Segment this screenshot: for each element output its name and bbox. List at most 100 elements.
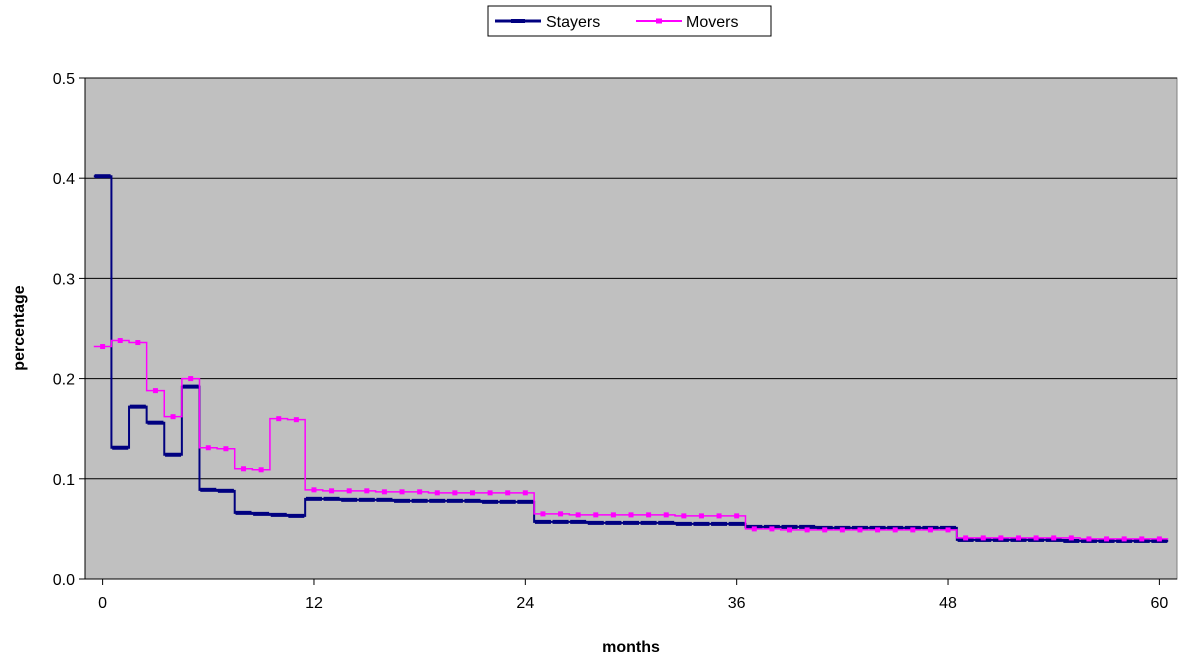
data-point-movers-16 [381,489,387,495]
data-point-movers-38 [769,526,775,532]
series-movers [93,338,1169,542]
data-point-movers-51 [998,535,1004,541]
data-point-stayers-19 [429,498,446,503]
data-point-movers-25 [540,511,546,517]
y-tick-label-1: 0.1 [53,472,75,489]
data-point-movers-10 [276,416,282,422]
y-axis-ticks: 0.0 0.1 0.2 0.3 0.4 0.5 [53,71,85,589]
data-point-movers-1 [117,338,123,344]
axes [84,78,1177,580]
data-point-movers-32 [663,512,669,518]
data-point-stayers-11 [288,513,305,518]
data-point-stayers-5 [182,384,199,389]
x-tick-label-1: 12 [305,595,323,612]
data-point-movers-30 [628,512,634,518]
data-point-stayers-8 [235,510,252,515]
data-point-movers-19 [434,490,440,496]
data-point-movers-3 [152,388,158,394]
legend: Stayers Movers [487,5,772,37]
data-point-stayers-18 [411,498,428,503]
x-tick-label-0: 0 [98,595,107,612]
data-point-movers-50 [980,535,986,541]
data-point-movers-2 [135,340,141,346]
data-point-movers-5 [188,376,194,382]
data-point-movers-36 [734,513,740,519]
data-point-stayers-2 [129,404,146,409]
data-point-stayers-0 [94,174,111,179]
y-tick-label-2: 0.2 [53,372,75,389]
data-point-movers-12 [311,487,317,493]
data-point-movers-54 [1051,535,1057,541]
data-point-movers-27 [575,512,581,518]
data-point-stayers-13 [323,496,340,501]
legend-marker-movers [656,18,662,24]
data-point-movers-0 [100,344,106,350]
data-point-movers-37 [751,526,757,532]
data-point-movers-59 [1139,536,1145,542]
y-tick-label-3: 0.3 [53,271,75,288]
x-axis-ticks: 0 12 24 36 48 60 [98,579,1168,612]
data-point-movers-33 [681,513,687,519]
data-point-stayers-30 [623,520,639,525]
y-tick-label-0: 0.0 [53,572,75,589]
data-point-movers-14 [346,488,352,494]
data-point-stayers-55 [1063,538,1080,543]
data-point-movers-52 [1015,535,1021,541]
data-point-movers-49 [963,535,969,541]
data-point-stayers-6 [200,487,217,492]
data-point-movers-53 [1033,535,1039,541]
gridlines [85,77,1177,480]
data-point-stayers-34 [693,521,710,526]
x-tick-label-5: 60 [1150,595,1168,612]
x-tick-label-3: 36 [728,595,746,612]
y-tick-label-4: 0.4 [53,171,75,188]
data-point-stayers-7 [217,488,234,493]
data-point-movers-41 [822,527,828,533]
data-point-stayers-33 [675,521,692,526]
data-point-stayers-16 [376,497,393,502]
data-point-movers-42 [839,527,845,533]
data-point-stayers-27 [570,519,587,524]
data-point-movers-58 [1121,536,1127,542]
data-point-stayers-3 [147,420,164,425]
y-axis-title: percentage [11,285,28,370]
data-point-movers-20 [452,490,458,496]
data-point-stayers-36 [728,521,745,526]
data-point-movers-9 [258,467,264,473]
data-point-stayers-39 [781,524,798,529]
data-point-movers-22 [487,490,493,496]
data-point-movers-46 [910,527,916,533]
data-point-stayers-35 [711,521,728,526]
series-layer [93,174,1169,543]
data-point-stayers-24 [517,499,534,504]
data-point-stayers-20 [446,498,463,503]
data-point-stayers-23 [499,499,516,504]
data-point-stayers-29 [605,520,622,525]
data-point-stayers-26 [552,519,569,524]
data-point-movers-15 [364,488,370,494]
data-point-movers-44 [875,527,881,533]
data-point-stayers-1 [112,445,129,450]
data-point-movers-39 [787,527,793,533]
data-point-movers-11 [293,417,299,423]
x-tick-label-2: 24 [516,595,534,612]
data-point-stayers-21 [464,498,481,503]
data-point-movers-4 [170,414,176,420]
data-point-movers-43 [857,527,863,533]
data-point-movers-21 [469,490,475,496]
data-point-stayers-10 [270,512,287,517]
data-point-movers-13 [329,488,335,494]
data-point-movers-60 [1156,536,1162,542]
data-point-stayers-12 [305,496,322,501]
data-point-movers-23 [505,490,511,496]
y-tick-label-5: 0.5 [53,71,75,88]
data-point-movers-8 [241,466,247,472]
legend-label-movers: Movers [686,14,738,31]
data-point-stayers-17 [394,498,411,503]
data-point-movers-31 [646,512,652,518]
data-point-movers-28 [593,512,599,518]
plot-area [84,77,1178,580]
legend-marker-stayers [511,19,525,23]
data-point-movers-45 [892,527,898,533]
